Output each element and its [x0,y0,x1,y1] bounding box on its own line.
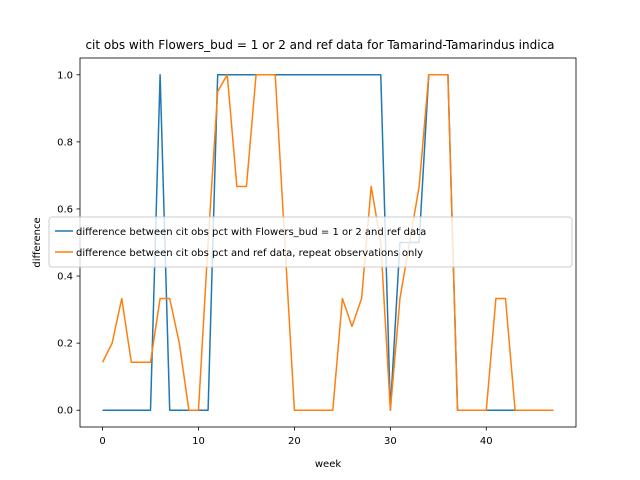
legend-entry-2: difference between cit obs pct and ref d… [76,248,423,259]
series-line-2 [101,74,554,411]
y-axis-label: difference [32,217,43,267]
y-tick-label: 0.4 [57,272,73,283]
series-layer [101,74,554,411]
y-tick-label: 0.6 [57,204,73,215]
legend-entry-1: difference between cit obs pct with Flow… [76,227,426,238]
legend-box [48,216,573,268]
y-tick-label: 0.8 [57,137,73,148]
x-tick-label: 10 [192,436,205,447]
x-axis-label: week [315,459,341,470]
x-tick-label: 40 [480,436,493,447]
x-tick-label: 0 [99,436,105,447]
y-tick-label: 0.2 [57,339,73,350]
legend: difference between cit obs pct with Flow… [48,216,573,268]
y-tick-label: 1.0 [57,70,73,81]
x-tick-label: 20 [288,436,301,447]
y-tick-label: 0.0 [57,406,73,417]
x-axis: 0 10 20 30 40 [99,427,493,447]
chart-title: cit obs with Flowers_bud = 1 or 2 and re… [85,38,554,52]
y-axis: 0.0 0.2 0.4 0.6 0.8 1.0 [57,70,80,417]
x-tick-label: 30 [384,436,397,447]
